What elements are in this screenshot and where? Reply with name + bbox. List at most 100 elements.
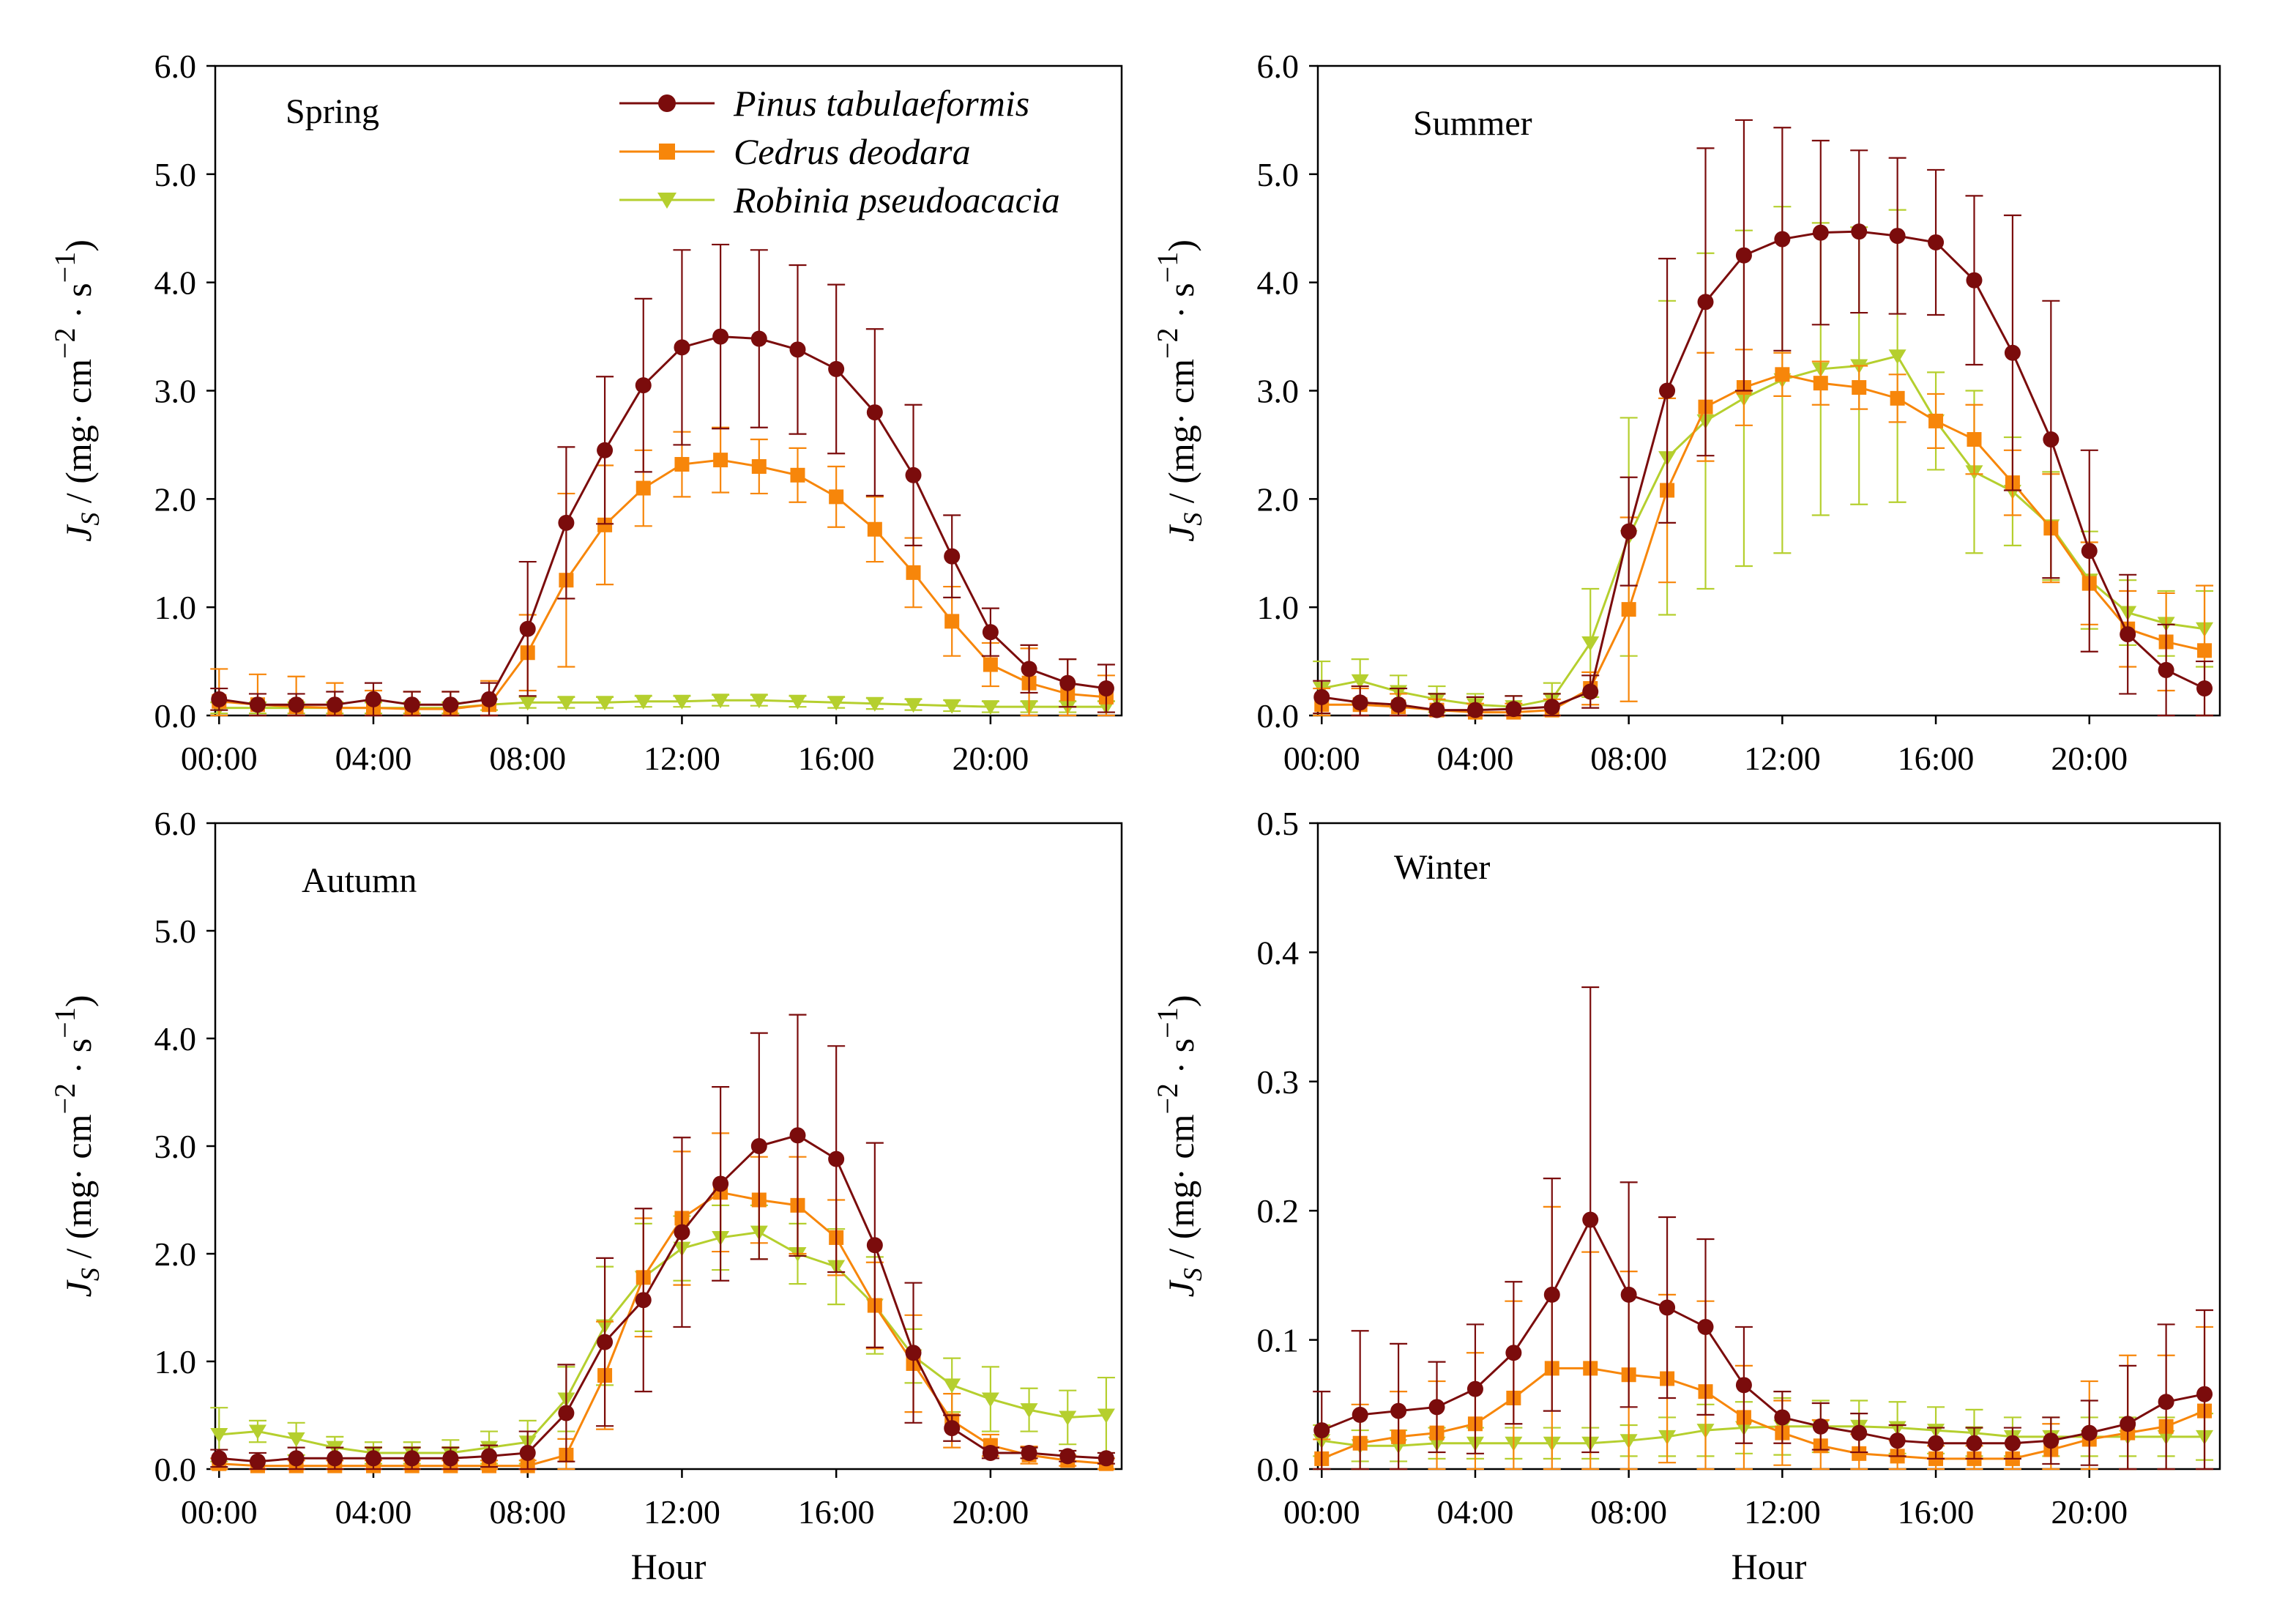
legend-label-cedrus: Cedrus deodara [734,131,971,172]
data-point-pinus [750,1138,767,1154]
series-line-cedrus [219,1191,1107,1468]
y-tick-label: 0.5 [1257,805,1300,842]
data-point-pinus [944,1420,961,1437]
series-robinia [210,694,1115,716]
series-robinia [1313,206,2214,717]
data-point-robinia [210,1427,228,1443]
data-point-pinus [327,1450,343,1467]
x-tick-label: 00:00 [181,740,258,777]
y-tick-label: 4.0 [1257,264,1300,302]
x-tick-label: 12:00 [1744,1493,1821,1531]
data-point-cedrus [829,489,844,505]
data-point-cedrus [1928,413,1944,428]
data-point-pinus [828,1151,845,1167]
x-tick-label: 16:00 [798,1493,875,1531]
data-point-cedrus [1890,390,1905,406]
data-point-pinus [1812,224,1829,241]
data-point-robinia [1351,674,1369,689]
series-cedrus [1313,1205,2214,1471]
data-point-pinus [211,1450,228,1467]
x-tick-label: 20:00 [2051,740,2128,777]
x-tick-label: 00:00 [181,1493,258,1531]
data-point-pinus [1851,1424,1868,1441]
y-tick-label: 0.0 [154,1451,197,1488]
y-tick-label: 2.0 [154,480,197,518]
data-point-pinus [2196,1386,2213,1402]
x-tick-label: 16:00 [1898,1493,1975,1531]
data-point-pinus [1735,1377,1752,1394]
x-tick-label: 04:00 [335,740,412,777]
y-tick-label: 2.0 [1257,480,1300,518]
data-point-pinus [1774,1409,1791,1426]
data-point-pinus [828,360,845,377]
y-axis-title: JS / (mg· cm−2 · s−1) [48,995,105,1298]
y-tick-label: 3.0 [1257,373,1300,410]
data-point-pinus [1059,1448,1076,1465]
data-point-pinus [2196,680,2213,697]
series-line-cedrus [1322,373,2205,714]
data-point-pinus [365,691,381,707]
data-point-cedrus [983,657,998,672]
data-point-robinia [248,1424,266,1440]
data-point-pinus [1889,228,1906,245]
data-point-pinus [789,341,806,358]
series-cedrus [210,1132,1115,1473]
data-point-pinus [1428,702,1445,718]
panel-winter: 0.0 0.1 0.2 0.3 0.4 0.5 00:00 04:00 08:00 12:00 16… [1151,805,2221,1587]
data-point-robinia [904,698,922,713]
data-point-pinus [1352,694,1368,711]
series-cedrus [210,426,1115,717]
x-tick-label: 12:00 [644,1493,720,1531]
y-tick-label: 1.0 [154,1343,197,1380]
legend-marker-pinus [658,94,676,112]
data-point-pinus [249,696,266,713]
y-tick-label: 3.0 [154,1128,197,1165]
x-tick-label: 00:00 [1283,1493,1360,1531]
plot-frame [214,822,1123,1471]
data-point-pinus [1735,247,1752,264]
data-point-robinia [827,696,846,711]
x-tick-label: 08:00 [489,1493,566,1531]
data-point-pinus [519,1444,536,1461]
data-point-pinus [944,548,961,565]
data-point-pinus [905,1345,922,1361]
data-point-cedrus [1775,367,1790,382]
season-label: Autumn [302,861,417,900]
data-point-pinus [2120,1416,2136,1432]
y-tick-label: 1.0 [154,589,197,626]
legend-marker-cedrus [659,144,675,160]
series-robinia [210,1204,1115,1467]
x-tick-label: 04:00 [1437,740,1514,777]
y-tick-label: 0.4 [1257,934,1300,971]
data-point-pinus [866,1237,883,1254]
y-tick-label: 3.0 [154,373,197,410]
data-point-pinus [1313,1422,1330,1439]
data-point-pinus [789,1127,806,1144]
x-tick-label: 08:00 [489,740,566,777]
y-tick-label: 0.0 [154,697,197,735]
data-point-cedrus [1967,432,1982,447]
data-point-cedrus [1621,602,1636,617]
x-axis-title: Hour [631,1546,707,1587]
data-point-pinus [597,1334,614,1350]
data-point-cedrus [597,517,613,532]
data-point-pinus [712,1175,729,1192]
data-point-robinia [1097,1408,1115,1424]
data-point-robinia [518,696,537,711]
x-tick-label: 12:00 [1744,740,1821,777]
data-point-pinus [1466,1380,1483,1397]
data-point-robinia [981,1392,999,1408]
data-point-pinus [327,696,343,713]
y-tick-label: 4.0 [154,264,197,302]
data-point-robinia [712,694,730,709]
x-tick-label: 16:00 [798,740,875,777]
x-tick-label: 04:00 [1437,1493,1514,1531]
data-point-pinus [750,330,767,347]
data-point-pinus [481,691,498,707]
data-point-pinus [1966,1435,1983,1451]
x-tick-label: 20:00 [2051,1493,2128,1531]
data-point-robinia [865,696,884,712]
x-axis-title: Hour [1732,1546,1807,1587]
data-point-pinus [712,328,729,345]
data-point-pinus [2081,543,2098,560]
